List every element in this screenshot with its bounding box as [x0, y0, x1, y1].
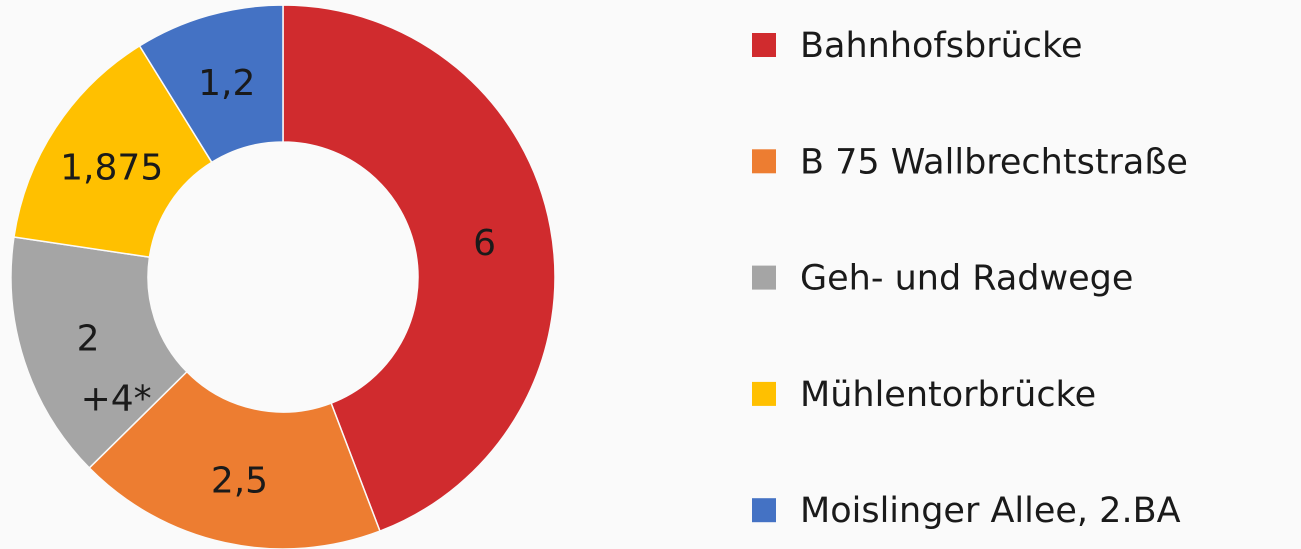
legend-swatch [752, 149, 776, 174]
slice [138, 4, 284, 164]
data-label: 1,2 [198, 63, 255, 104]
data-label: 1,875 [60, 147, 163, 188]
legend-swatch [752, 33, 776, 57]
legend-label: B 75 Wallbrechtstraße [800, 142, 1188, 182]
data-label: 6 [473, 223, 496, 264]
slice [10, 236, 188, 469]
legend-label: Moislinger Allee, 2.BA [800, 491, 1181, 531]
data-label: 2,5 [211, 460, 268, 501]
legend-label: Mühlentorbrücke [800, 375, 1096, 415]
slice [13, 44, 213, 259]
legend-swatch [752, 498, 776, 523]
legend-swatch [752, 381, 776, 406]
legend-swatch [752, 265, 776, 290]
slice [282, 4, 556, 533]
annotation: +4* [81, 379, 152, 420]
legend-label: Geh- und Radwege [800, 259, 1133, 299]
legend-label: Bahnhofsbrücke [800, 26, 1083, 66]
data-label: 2 [77, 319, 100, 360]
